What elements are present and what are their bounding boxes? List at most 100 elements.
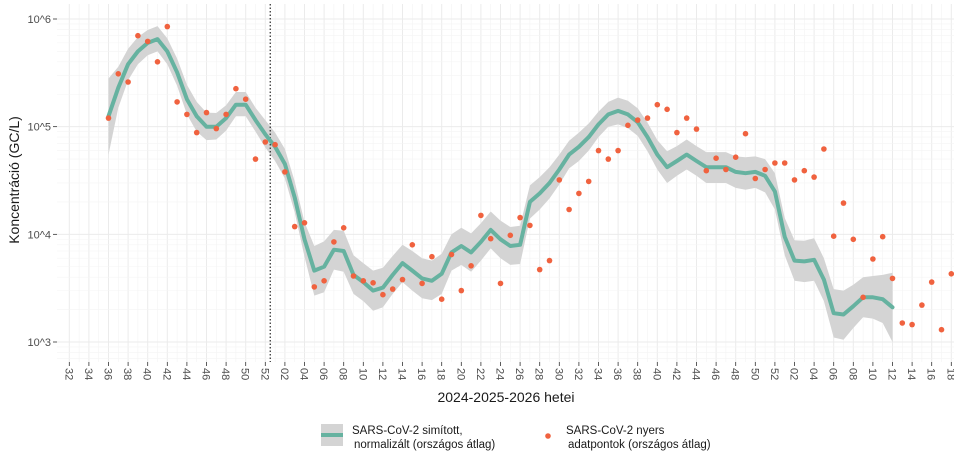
- x-tick-label: 36: [611, 368, 623, 380]
- raw-point: [713, 155, 719, 161]
- raw-point: [546, 257, 553, 264]
- legend-key-raw-point: [545, 433, 551, 439]
- raw-point: [791, 177, 798, 183]
- x-tick-label: 18: [435, 368, 447, 380]
- x-tick-label: 16: [415, 368, 427, 380]
- x-tick-label: 02: [788, 368, 800, 380]
- raw-point: [409, 242, 416, 248]
- raw-point: [184, 111, 190, 118]
- y-axis-ticks: 10^3 10^4 10^5 10^6: [27, 14, 57, 349]
- raw-point: [311, 284, 318, 290]
- raw-point: [742, 130, 749, 137]
- raw-point: [282, 169, 288, 175]
- x-tick-label: 36: [102, 368, 114, 380]
- raw-point: [625, 122, 631, 129]
- raw-point: [615, 147, 621, 154]
- raw-point: [174, 99, 180, 105]
- raw-point: [517, 214, 523, 221]
- raw-point: [644, 115, 651, 121]
- raw-point: [938, 326, 945, 333]
- raw-point: [781, 160, 788, 166]
- x-tick-label: 06: [827, 368, 839, 380]
- raw-point: [585, 178, 592, 185]
- x-tick-label: 04: [807, 368, 819, 380]
- raw-point: [536, 266, 543, 273]
- legend: SARS-CoV-2 simított, normalizált (ország…: [321, 424, 711, 451]
- raw-point: [487, 235, 494, 242]
- raw-point: [164, 23, 171, 30]
- x-tick-label: 28: [533, 368, 545, 380]
- x-tick-label: 34: [82, 368, 94, 380]
- grid: [57, 4, 954, 362]
- y-tick-label: 10^3: [27, 337, 51, 349]
- x-tick-label: 02: [278, 368, 290, 380]
- raw-point: [213, 125, 220, 132]
- confidence-band-area: [108, 26, 893, 342]
- raw-point: [115, 71, 122, 77]
- x-tick-label: 12: [376, 368, 388, 380]
- x-tick-label: 38: [121, 368, 133, 380]
- raw-point: [448, 251, 455, 258]
- raw-point: [830, 233, 837, 239]
- raw-point: [203, 109, 210, 116]
- confidence-band: [108, 26, 893, 342]
- raw-point: [135, 32, 141, 39]
- raw-point: [331, 239, 337, 245]
- raw-point: [272, 141, 278, 148]
- x-tick-label: 08: [846, 368, 858, 380]
- raw-point: [370, 280, 376, 286]
- x-tick-label: 10: [866, 368, 878, 380]
- raw-point: [605, 156, 612, 162]
- x-tick-label: 40: [141, 368, 153, 380]
- raw-point: [497, 280, 504, 287]
- x-tick-label: 10: [356, 368, 368, 380]
- x-tick-label: 06: [317, 368, 329, 380]
- raw-point: [909, 321, 915, 328]
- x-tick-label: 42: [160, 368, 172, 380]
- x-tick-label: 22: [474, 368, 486, 380]
- raw-point: [223, 111, 229, 118]
- raw-point: [252, 156, 259, 162]
- legend-label-raw-2: adatpontok (országos átlag): [568, 439, 711, 451]
- x-tick-label: 44: [180, 368, 192, 380]
- raw-point: [889, 275, 896, 282]
- raw-point: [242, 96, 249, 102]
- raw-point: [752, 175, 759, 182]
- raw-point: [576, 190, 582, 197]
- x-tick-label: 44: [690, 368, 702, 380]
- x-tick-label: 20: [454, 368, 466, 380]
- legend-label-raw-1: SARS-CoV-2 nyers: [566, 425, 665, 437]
- raw-point: [811, 174, 817, 180]
- raw-point: [301, 220, 308, 226]
- raw-point: [193, 129, 200, 136]
- x-tick-label: 38: [631, 368, 643, 380]
- raw-point: [801, 167, 808, 174]
- x-tick-label: 16: [925, 368, 937, 380]
- raw-point: [723, 166, 729, 173]
- x-tick-label: 46: [709, 368, 721, 380]
- x-tick-label: 50: [239, 368, 251, 380]
- raw-point: [772, 160, 778, 166]
- x-tick-label: 32: [62, 368, 74, 380]
- raw-point: [899, 320, 906, 326]
- raw-point: [380, 291, 386, 298]
- raw-point: [919, 302, 925, 308]
- y-tick-label: 10^5: [27, 122, 51, 134]
- raw-point: [654, 101, 661, 108]
- x-tick-label: 24: [494, 368, 506, 380]
- raw-point: [948, 271, 954, 277]
- raw-point: [340, 225, 347, 231]
- x-tick-label: 04: [298, 368, 310, 380]
- x-axis-ticks: 32 34 36 38 40 42 44 46 48 50 52 02 04 06 08 10 12 14 16 18…: [62, 362, 954, 380]
- raw-point: [634, 117, 641, 123]
- legend-label-smoothed-1: SARS-CoV-2 simított,: [352, 425, 463, 437]
- raw-point: [821, 146, 827, 152]
- raw-point: [850, 236, 857, 243]
- raw-point: [262, 139, 269, 145]
- raw-point: [664, 106, 670, 113]
- x-tick-label: 14: [396, 368, 408, 380]
- raw-point: [105, 115, 112, 121]
- raw-point: [478, 212, 484, 219]
- raw-point: [928, 279, 935, 285]
